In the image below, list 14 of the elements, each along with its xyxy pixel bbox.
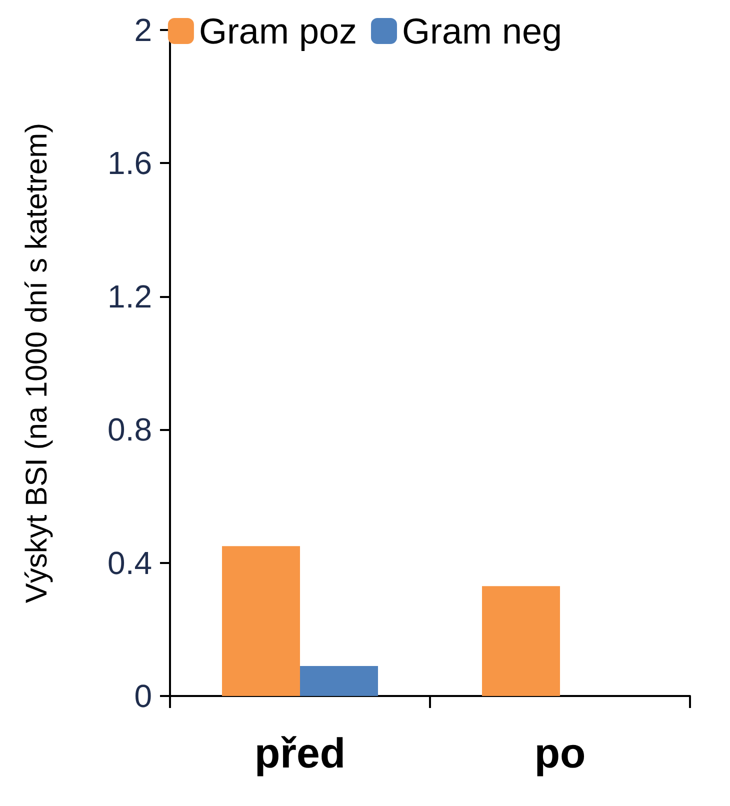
x-tick-label: před xyxy=(254,730,346,776)
y-tick-label: 1.6 xyxy=(108,145,152,182)
legend-label: Gram neg xyxy=(402,10,562,52)
y-tick-label: 0.4 xyxy=(108,544,152,581)
y-axis-title: Výskyt BSI (na 1000 dní s katetrem) xyxy=(20,122,54,604)
y-tick-label: 2 xyxy=(134,12,152,48)
y-tick-label: 0.8 xyxy=(108,412,152,448)
x-tick-label: po xyxy=(534,730,586,776)
bar xyxy=(482,586,560,696)
bar xyxy=(222,546,300,696)
bar xyxy=(300,666,378,696)
y-tick-label: 1.2 xyxy=(108,278,152,314)
y-tick-label: 0 xyxy=(134,678,152,714)
legend-label: Gram poz xyxy=(198,10,357,52)
